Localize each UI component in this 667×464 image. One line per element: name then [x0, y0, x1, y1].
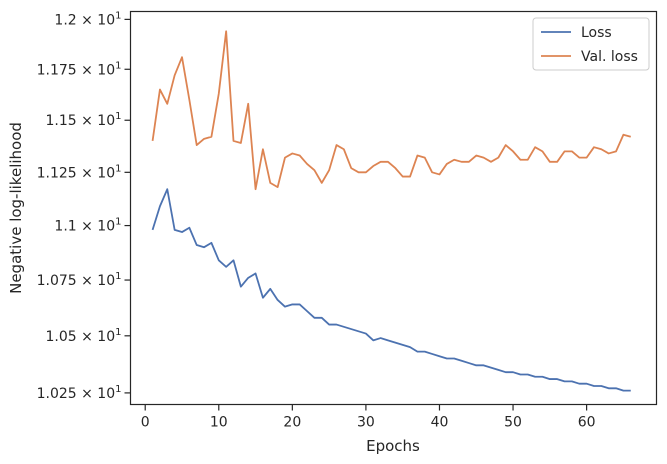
- series-line-loss: [151, 188, 631, 392]
- x-tick-label: 60: [578, 415, 596, 431]
- x-axis-label: Epochs: [366, 437, 420, 455]
- y-tick-label: 1.2 × 101: [54, 10, 121, 28]
- y-tick-label: 1.075 × 101: [37, 271, 122, 289]
- legend-label-val-loss: Val. loss: [581, 49, 638, 65]
- y-tick-label: 1.05 × 101: [46, 327, 122, 345]
- legend-box: [532, 17, 650, 71]
- x-tick-label: 0: [141, 415, 150, 431]
- x-tick-label: 20: [283, 415, 301, 431]
- plot-lines: [151, 30, 631, 392]
- x-axis: 0 10 20 30 40 50 60: [141, 404, 596, 431]
- y-tick-label: 1.125 × 101: [37, 163, 122, 181]
- x-tick-label: 30: [357, 415, 375, 431]
- y-axis: 1.025 × 101 1.05 × 101 1.075 × 101 1.1 × 10…: [37, 10, 131, 402]
- series-line-val-loss: [151, 30, 631, 191]
- x-tick-label: 40: [431, 415, 449, 431]
- y-axis-label: Negative log-likelihood: [7, 122, 25, 294]
- legend: Loss Val. loss: [532, 17, 650, 71]
- legend-label-loss: Loss: [581, 25, 612, 41]
- x-tick-label: 10: [210, 415, 228, 431]
- plot-frame: [129, 10, 658, 406]
- y-tick-label: 1.15 × 101: [46, 111, 122, 129]
- y-tick-label: 1.1 × 101: [54, 217, 121, 235]
- y-tick-label: 1.025 × 101: [37, 384, 122, 402]
- y-tick-label: 1.175 × 101: [37, 60, 122, 78]
- x-tick-label: 50: [504, 415, 522, 431]
